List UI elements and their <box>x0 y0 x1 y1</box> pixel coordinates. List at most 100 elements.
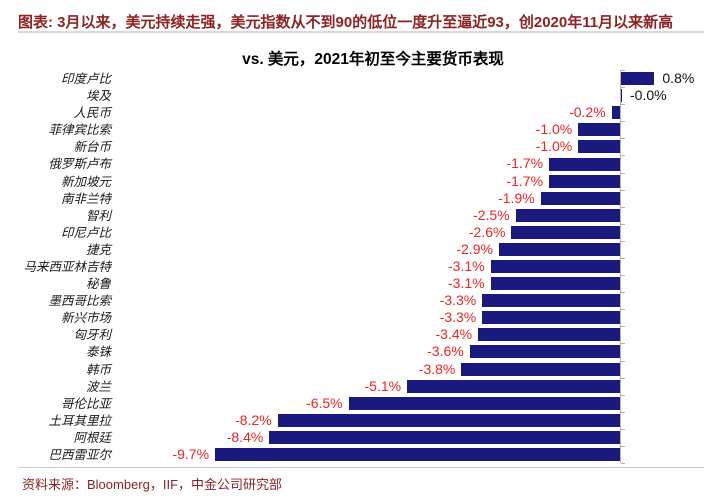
category-label: 泰铢 <box>85 344 111 360</box>
value-label: -3.6% <box>427 343 464 360</box>
header-divider <box>18 31 704 33</box>
value-label: -5.1% <box>364 377 402 394</box>
axis-tick <box>621 394 625 396</box>
value-label: -3.3% <box>439 292 477 309</box>
category-label: 马来西亚林吉特 <box>23 259 111 274</box>
category-label: 匈牙利 <box>73 327 111 343</box>
chart-title: vs. 美元，2021年初至今主要货币表现 <box>242 51 504 68</box>
category-label: 新兴市场 <box>60 310 111 326</box>
axis-tick <box>621 189 625 191</box>
value-label: -1.9% <box>498 189 535 206</box>
axis-tick <box>621 172 625 174</box>
value-label: -1.7% <box>506 155 544 172</box>
bar <box>490 277 620 291</box>
category-label: 阿根廷 <box>73 429 111 445</box>
bar <box>482 294 620 308</box>
category-label: 土耳其里拉 <box>48 412 111 428</box>
category-label: 新台币 <box>73 139 111 155</box>
bar <box>549 174 620 188</box>
figure-caption: 图表: 3月以来，美元持续走强，美元指数从不到90的低位一度升至逼近93，创20… <box>18 14 674 31</box>
value-label: -8.2% <box>235 411 272 428</box>
value-label: 0.8% <box>662 70 695 86</box>
value-label: -8.4% <box>226 428 264 445</box>
category-label: 印度卢比 <box>60 71 111 86</box>
source-note: 资料来源：Bloomberg，IIF，中金公司研究部 <box>22 477 283 492</box>
category-label: 捷克 <box>85 241 111 257</box>
axis-tick <box>621 463 625 464</box>
value-label: -1.0% <box>535 121 573 138</box>
axis-tick <box>621 309 625 311</box>
value-label: -3.3% <box>439 309 477 326</box>
category-label: 埃及 <box>85 88 111 104</box>
category-label: 墨西哥比索 <box>48 293 111 309</box>
bar <box>478 328 620 342</box>
category-label: 哥伦比亚 <box>60 395 111 411</box>
axis-tick <box>621 377 625 379</box>
axis-tick <box>621 104 625 106</box>
value-label: -3.1% <box>448 275 485 291</box>
axis-tick <box>621 206 625 208</box>
value-label: -1.0% <box>535 138 573 155</box>
value-label: -3.4% <box>435 326 473 343</box>
value-label: -0.0% <box>630 87 667 104</box>
axis-tick <box>621 292 625 294</box>
category-label: 智利 <box>85 207 111 223</box>
axis-tick <box>621 155 625 157</box>
zero-axis-line <box>620 70 621 463</box>
value-label: -3.8% <box>418 360 456 377</box>
axis-tick <box>621 258 625 259</box>
value-label: -1.7% <box>506 172 544 189</box>
bar <box>348 396 620 410</box>
axis-tick <box>621 275 625 276</box>
value-label: -2.9% <box>456 240 493 257</box>
bar <box>461 362 621 376</box>
axis-tick <box>621 428 625 430</box>
bar <box>515 208 620 222</box>
axis-tick <box>621 138 625 140</box>
axis-tick <box>621 360 625 362</box>
bar <box>490 260 620 273</box>
axis-tick <box>621 87 625 89</box>
value-label: -3.1% <box>448 258 485 274</box>
category-label: 人民币 <box>73 105 111 121</box>
value-label: -6.5% <box>306 394 343 411</box>
bar <box>269 430 620 444</box>
axis-tick <box>621 343 625 345</box>
bar <box>578 140 621 154</box>
bar <box>611 106 620 120</box>
bar <box>621 89 622 103</box>
bar <box>549 157 620 171</box>
value-label: -2.6% <box>468 223 506 240</box>
axis-tick <box>621 240 625 242</box>
bar <box>498 242 620 256</box>
bar <box>540 191 620 205</box>
bar <box>277 413 620 427</box>
value-label: -2.5% <box>473 206 510 223</box>
category-label: 印尼卢比 <box>60 224 111 240</box>
bar <box>215 448 620 461</box>
axis-tick <box>621 445 625 447</box>
axis-tick <box>621 326 625 328</box>
category-label: 秘鲁 <box>85 276 111 291</box>
axis-tick <box>621 223 625 225</box>
bar <box>621 72 655 85</box>
value-label: -0.2% <box>569 104 606 121</box>
axis-tick <box>621 411 625 413</box>
category-label: 新加坡元 <box>60 173 111 189</box>
bar <box>469 345 620 359</box>
category-label: 韩币 <box>85 361 111 377</box>
axis-tick <box>621 70 625 71</box>
plot-area: 印度卢比 0.8% 埃及 -0.0% 人民币 -0.2% 菲律宾比索 -1.0% 新台币 -1.0… <box>0 70 711 464</box>
bar <box>482 311 620 325</box>
category-label: 俄罗斯卢布 <box>48 156 111 172</box>
category-label: 波兰 <box>85 378 111 394</box>
bar <box>578 123 621 137</box>
category-label: 南非兰特 <box>60 190 111 206</box>
value-label: -9.7% <box>172 445 210 462</box>
footer-divider <box>18 467 704 468</box>
bar <box>407 379 620 393</box>
bar <box>511 225 620 239</box>
axis-tick <box>621 121 625 123</box>
category-label: 菲律宾比索 <box>48 122 111 138</box>
